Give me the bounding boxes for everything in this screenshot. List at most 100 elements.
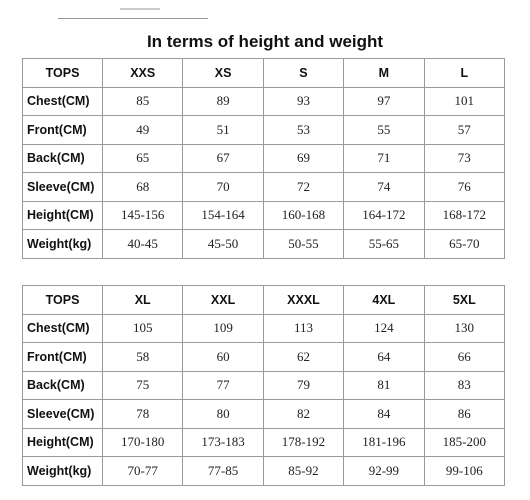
row-label: Height(CM)	[22, 427, 103, 457]
header-cell: L	[423, 58, 506, 88]
table-cell: 164-172	[343, 200, 425, 230]
table-cell: 55	[343, 115, 425, 145]
table-cell: 40-45	[101, 229, 184, 259]
table-cell: 79	[262, 370, 345, 400]
table-cell: 67	[182, 143, 264, 173]
row-label: Height(CM)	[22, 200, 103, 230]
header-cell: XL	[101, 285, 184, 315]
table-row: Back(CM) 75 77 79 81 83	[22, 370, 506, 400]
header-cell: TOPS	[22, 58, 103, 88]
header-cell: S	[262, 58, 345, 88]
table-cell: 84	[343, 399, 425, 429]
header-cell: XXL	[182, 285, 264, 315]
row-label: Weight(kg)	[22, 456, 103, 486]
header-cell: XS	[182, 58, 264, 88]
header-cell: XXS	[101, 58, 184, 88]
table-cell: 53	[262, 115, 345, 145]
table-cell: 45-50	[182, 229, 264, 259]
table-cell: 65	[101, 143, 184, 173]
row-label: Front(CM)	[22, 342, 103, 372]
table-cell: 60	[182, 342, 264, 372]
table-cell: 154-164	[182, 200, 264, 230]
table-cell: 58	[101, 342, 184, 372]
table-cell: 160-168	[262, 200, 345, 230]
title: In terms of height and weight	[146, 32, 384, 51]
table-cell: 89	[182, 86, 264, 116]
table-cell: 145-156	[101, 200, 184, 230]
table-cell: 105	[101, 313, 184, 343]
table-cell: 82	[262, 399, 345, 429]
table-cell: 101	[423, 86, 506, 116]
table-cell: 170-180	[101, 427, 184, 457]
table-cell: 65-70	[423, 229, 506, 259]
table-cell: 75	[101, 370, 184, 400]
header-cell: 5XL	[423, 285, 506, 315]
decoration	[120, 8, 160, 10]
table-row: Weight(kg) 70-77 77-85 85-92 92-99 99-106	[22, 456, 506, 486]
table-row: Height(CM) 145-156 154-164 160-168 164-172 16…	[22, 200, 506, 230]
table-cell: 71	[343, 143, 425, 173]
table-row: Chest(CM) 85 89 93 97 101	[22, 86, 506, 116]
table-row: Sleeve(CM) 78 80 82 84 86	[22, 399, 506, 429]
header-cell: XXXL	[262, 285, 345, 315]
decoration	[58, 18, 208, 19]
row-label: Chest(CM)	[22, 313, 103, 343]
table-cell: 68	[101, 172, 184, 202]
size-table: TOPS XXS XS S M L Chest(CM) 85 89 93 97 101 Front(CM…	[22, 58, 506, 259]
table-row: TOPS XXS XS S M L	[22, 58, 506, 88]
table-cell: 92-99	[343, 456, 425, 486]
table-cell: 81	[343, 370, 425, 400]
table-cell: 62	[262, 342, 345, 372]
table-cell: 77	[182, 370, 264, 400]
header-cell: TOPS	[22, 285, 103, 315]
row-label: Back(CM)	[22, 143, 103, 173]
table-row: Front(CM) 58 60 62 64 66	[22, 342, 506, 372]
table-row: Front(CM) 49 51 53 55 57	[22, 115, 506, 145]
table-cell: 80	[182, 399, 264, 429]
table-cell: 51	[182, 115, 264, 145]
table-cell: 178-192	[262, 427, 345, 457]
table-cell: 76	[423, 172, 506, 202]
table-cell: 57	[423, 115, 506, 145]
row-label: Sleeve(CM)	[22, 172, 103, 202]
table-cell: 77-85	[182, 456, 264, 486]
table-cell: 130	[423, 313, 506, 343]
row-label: Sleeve(CM)	[22, 399, 103, 429]
table-cell: 83	[423, 370, 506, 400]
table-cell: 70-77	[101, 456, 184, 486]
table-cell: 49	[101, 115, 184, 145]
table-row: TOPS XL XXL XXXL 4XL 5XL	[22, 285, 506, 315]
table-cell: 93	[262, 86, 345, 116]
table-cell: 109	[182, 313, 264, 343]
table-cell: 113	[262, 313, 345, 343]
table-cell: 181-196	[343, 427, 425, 457]
table-cell: 74	[343, 172, 425, 202]
table-cell: 99-106	[423, 456, 506, 486]
table-cell: 85-92	[262, 456, 345, 486]
table-cell: 86	[423, 399, 506, 429]
table-cell: 185-200	[423, 427, 506, 457]
table-cell: 85	[101, 86, 184, 116]
table-cell: 55-65	[343, 229, 425, 259]
row-label: Front(CM)	[22, 115, 103, 145]
table-cell: 66	[423, 342, 506, 372]
table-row: Height(CM) 170-180 173-183 178-192 181-196 18…	[22, 427, 506, 457]
table-cell: 70	[182, 172, 264, 202]
table-row: Chest(CM) 105 109 113 124 130	[22, 313, 506, 343]
table-cell: 168-172	[423, 200, 506, 230]
row-label: Back(CM)	[22, 370, 103, 400]
table-row: Weight(kg) 40-45 45-50 50-55 55-65 65-70	[22, 229, 506, 259]
table-cell: 97	[343, 86, 425, 116]
row-label: Weight(kg)	[22, 229, 103, 259]
row-label: Chest(CM)	[22, 86, 103, 116]
size-table: TOPS XL XXL XXXL 4XL 5XL Chest(CM) 105 109 113 124…	[22, 285, 506, 486]
table-row: Back(CM) 65 67 69 71 73	[22, 143, 506, 173]
table-cell: 72	[262, 172, 345, 202]
table-row: Sleeve(CM) 68 70 72 74 76	[22, 172, 506, 202]
header-cell: 4XL	[343, 285, 425, 315]
table-cell: 73	[423, 143, 506, 173]
table-cell: 78	[101, 399, 184, 429]
table-cell: 124	[343, 313, 425, 343]
table-cell: 69	[262, 143, 345, 173]
